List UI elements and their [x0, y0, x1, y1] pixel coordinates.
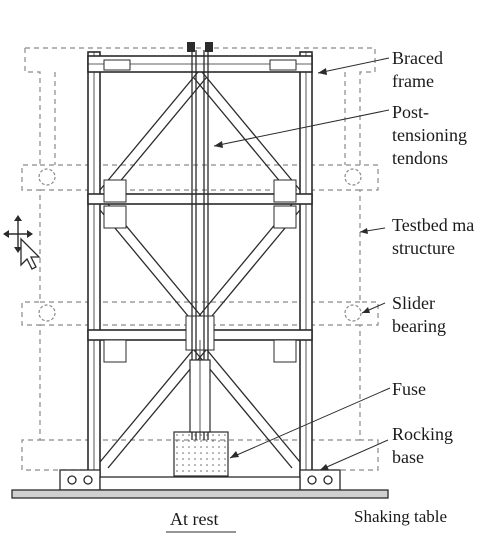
label-line: structure [392, 238, 455, 258]
testbed-mass-outline [21, 47, 379, 471]
slider-bearings [38, 168, 362, 322]
label-line: tendons [392, 148, 448, 168]
label-line: bearing [392, 316, 446, 336]
tendon-anchors [187, 42, 213, 52]
gusset-plates [103, 59, 297, 363]
label-fuse: Fuse [392, 378, 426, 401]
label-line: base [392, 447, 424, 467]
label-line: Testbed ma [392, 215, 475, 235]
label-line: Post- [392, 102, 430, 122]
caption-at-rest: At rest [170, 509, 219, 529]
label-line: frame [392, 71, 434, 91]
frame-columns [87, 51, 313, 478]
label-slider-bearing: Slider bearing [392, 292, 446, 338]
shaking-table-plate [11, 489, 389, 499]
label-line: Fuse [392, 379, 427, 399]
label-line: Rocking [392, 424, 453, 444]
fuse [173, 359, 229, 477]
label-rocking-base: Rocking base [392, 423, 453, 469]
leader-arrowheads [214, 68, 370, 470]
label-line: tensioning [392, 125, 467, 145]
label-shaking-table: Shaking table [354, 507, 448, 526]
diagonal-braces [99, 71, 301, 469]
label-line: Braced [392, 48, 443, 68]
leader-lines [213, 57, 391, 471]
label-braced-frame: Braced frame [392, 47, 443, 93]
label-testbed-mass-structure: Testbed ma structure [392, 214, 474, 260]
rocking-base [59, 469, 341, 491]
label-line: Slider [392, 293, 435, 313]
label-post-tensioning-tendons: Post- tensioning tendons [392, 101, 467, 170]
move-cursor-icon [3, 215, 41, 270]
